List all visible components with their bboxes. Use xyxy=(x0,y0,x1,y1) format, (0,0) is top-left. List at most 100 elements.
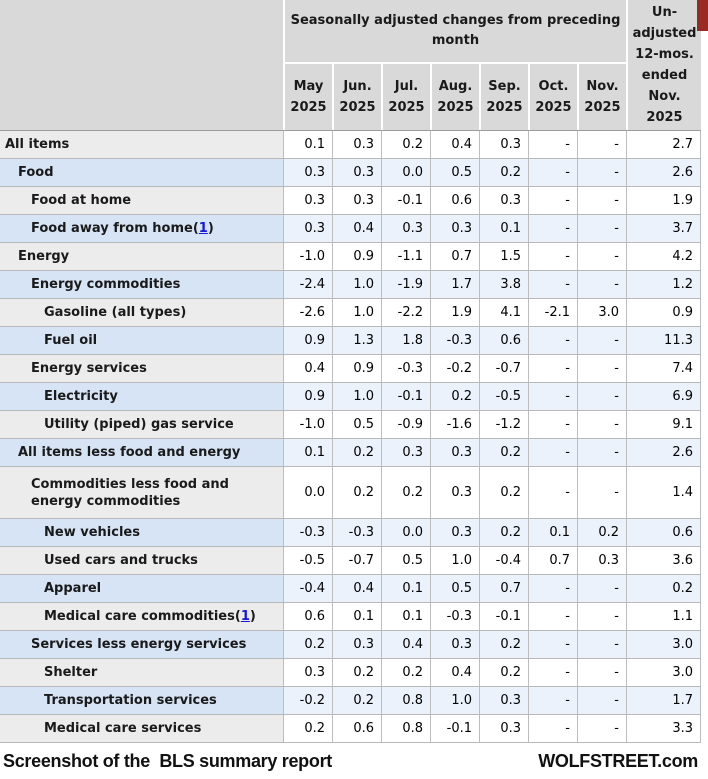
value-cell: 0.1 xyxy=(283,439,332,466)
value-cell: 0.2 xyxy=(381,131,430,158)
month-header-may: May 2025 xyxy=(283,64,332,130)
row-label: Food away from home(1) xyxy=(0,215,283,242)
value-cell: - xyxy=(528,439,577,466)
row-label-text: Utility (piped) gas service xyxy=(44,417,234,432)
value-cell: - xyxy=(528,215,577,242)
month-header-aug: Aug. 2025 xyxy=(430,64,479,130)
value-cell: 3.6 xyxy=(626,547,701,574)
row-label-text: Food at home xyxy=(31,193,132,208)
row-label: Utility (piped) gas service xyxy=(0,411,283,438)
value-cell: - xyxy=(577,439,626,466)
month-year: 2025 xyxy=(486,100,523,115)
row-label-text: Transportation services xyxy=(44,693,217,708)
table-row: Transportation services -0.2 0.2 0.8 1.0 0.3-… xyxy=(0,687,701,715)
value-cell: 0.3 xyxy=(381,215,430,242)
value-cell: 0.3 xyxy=(332,131,381,158)
value-cell: - xyxy=(528,687,577,714)
value-cell: - xyxy=(528,187,577,214)
value-cell: 0.3 xyxy=(577,547,626,574)
row-label: Energy commodities xyxy=(0,271,283,298)
value-cell: - xyxy=(577,383,626,410)
value-cell: 0.2 xyxy=(332,439,381,466)
value-cell: 0.1 xyxy=(283,131,332,158)
value-cell: 0.4 xyxy=(381,631,430,658)
unadjusted-header-line: 12-mos. xyxy=(635,47,694,62)
table-row: Food 0.3 0.3 0.0 0.5 0.2- -2.6 xyxy=(0,159,701,187)
value-cell: - xyxy=(528,243,577,270)
value-cell: 1.1 xyxy=(626,603,701,630)
value-cell: -0.7 xyxy=(479,355,528,382)
value-cell: -0.3 xyxy=(430,603,479,630)
table-row: Gasoline (all types) -2.6 1.0 -2.2 1.9 4.1 -2.… xyxy=(0,299,701,327)
value-cell: -0.1 xyxy=(381,187,430,214)
footnote-link[interactable]: 1 xyxy=(240,609,250,624)
value-cell: 3.0 xyxy=(626,659,701,686)
footer: Screenshot of the BLS summary report WOL… xyxy=(0,743,708,779)
value-cell: - xyxy=(577,271,626,298)
row-label-text: New vehicles xyxy=(44,525,140,540)
value-cell: 0.5 xyxy=(430,575,479,602)
value-cell: 0.9 xyxy=(332,355,381,382)
value-cell: 0.4 xyxy=(283,355,332,382)
value-cell: 0.1 xyxy=(528,519,577,546)
value-cell: 0.2 xyxy=(479,631,528,658)
value-cell: 0.3 xyxy=(430,439,479,466)
row-label: Medical care services xyxy=(0,715,283,742)
value-cell: -1.9 xyxy=(381,271,430,298)
value-cell: -0.3 xyxy=(332,519,381,546)
value-cell: - xyxy=(528,631,577,658)
value-cell: - xyxy=(577,215,626,242)
value-cell: - xyxy=(528,159,577,186)
value-cell: 0.4 xyxy=(332,215,381,242)
footnote-link[interactable]: 1 xyxy=(198,221,208,236)
table-row: Used cars and trucks -0.5 -0.7 0.5 1.0 -0.4 0.… xyxy=(0,547,701,575)
value-cell: 0.2 xyxy=(577,519,626,546)
value-cell: - xyxy=(528,271,577,298)
value-cell: 0.4 xyxy=(332,575,381,602)
table-row: Medical care commodities(1) 0.6 0.1 0.1 -0.3… xyxy=(0,603,701,631)
month-header-nov: Nov. 2025 xyxy=(577,64,626,130)
month-year: 2025 xyxy=(535,100,572,115)
table-row: Energy -1.0 0.9 -1.1 0.7 1.5- -4.2 xyxy=(0,243,701,271)
value-cell: 1.0 xyxy=(332,271,381,298)
value-cell: 7.4 xyxy=(626,355,701,382)
row-label-text: Food away from home(1) xyxy=(31,221,214,236)
value-cell: -2.2 xyxy=(381,299,430,326)
value-cell: 0.3 xyxy=(479,131,528,158)
value-cell: - xyxy=(528,383,577,410)
month-name: Jul. xyxy=(394,79,419,94)
value-cell: - xyxy=(577,603,626,630)
value-cell: 0.5 xyxy=(332,411,381,438)
value-cell: 9.1 xyxy=(626,411,701,438)
row-label: Fuel oil xyxy=(0,327,283,354)
value-cell: 1.3 xyxy=(332,327,381,354)
table-row: Apparel -0.4 0.4 0.1 0.5 0.7- -0.2 xyxy=(0,575,701,603)
value-cell: - xyxy=(577,411,626,438)
month-name: May xyxy=(293,79,324,94)
row-label: Commodities less food and energy commodi… xyxy=(0,467,283,518)
value-cell: -0.4 xyxy=(283,575,332,602)
value-cell: 0.3 xyxy=(283,187,332,214)
row-label-text: Electricity xyxy=(44,389,118,404)
value-cell: 0.0 xyxy=(381,159,430,186)
month-name: Sep. xyxy=(488,79,521,94)
month-year: 2025 xyxy=(584,100,621,115)
row-label-text: Gasoline (all types) xyxy=(44,305,187,320)
table-row: Food away from home(1) 0.3 0.4 0.3 0.3 0.1- -3… xyxy=(0,215,701,243)
value-cell: 3.0 xyxy=(577,299,626,326)
row-label: Medical care commodities(1) xyxy=(0,603,283,630)
value-cell: - xyxy=(577,659,626,686)
value-cell: 0.5 xyxy=(430,159,479,186)
value-cell: 1.2 xyxy=(626,271,701,298)
value-cell: - xyxy=(528,411,577,438)
scrollbar-thumb[interactable] xyxy=(697,0,708,31)
value-cell: 4.2 xyxy=(626,243,701,270)
table-row: All items less food and energy 0.1 0.2 0.3 0… xyxy=(0,439,701,467)
value-cell: 0.9 xyxy=(283,383,332,410)
row-label-text: All items less food and energy xyxy=(18,445,241,460)
value-cell: 3.0 xyxy=(626,631,701,658)
row-label-text: Shelter xyxy=(44,665,98,680)
value-cell: 0.3 xyxy=(283,659,332,686)
row-label-text: Used cars and trucks xyxy=(44,553,198,568)
table-row: Electricity 0.9 1.0 -0.1 0.2 -0.5- -6.9 xyxy=(0,383,701,411)
